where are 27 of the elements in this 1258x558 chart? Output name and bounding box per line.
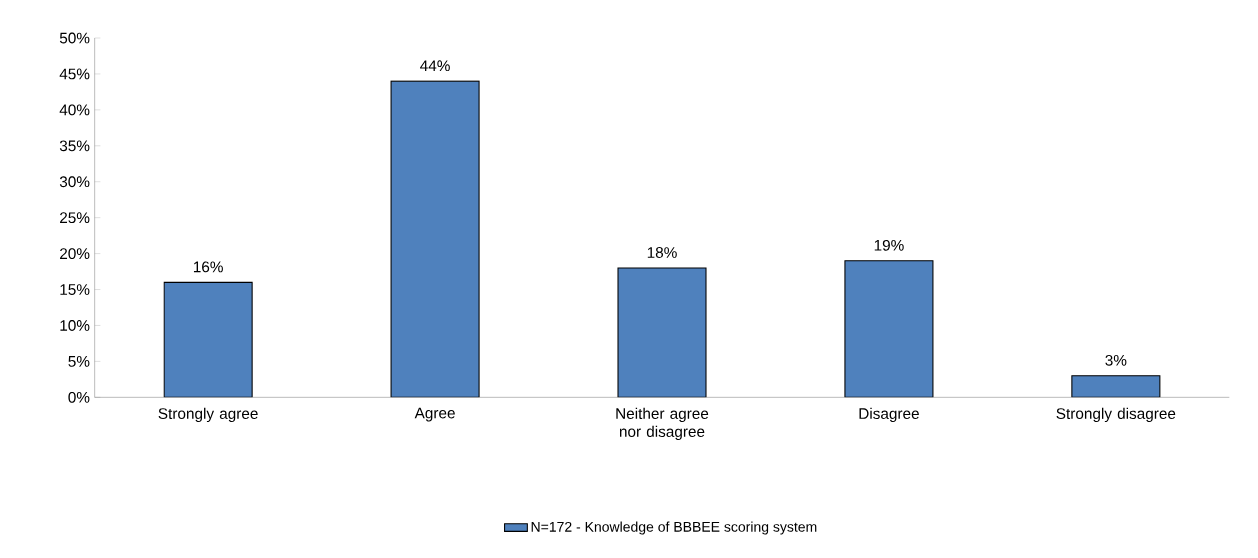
y-tick-label: 20%	[60, 248, 90, 260]
y-tick-label: 45%	[59, 68, 90, 80]
data-label: 3%	[1105, 354, 1127, 366]
y-tick-label: 35%	[59, 140, 90, 152]
x-tick-label: Agree	[414, 407, 455, 422]
y-tick-label: 0%	[68, 391, 90, 403]
x-tick-label: Strongly agree	[158, 407, 258, 423]
x-tick-label: Disagree	[859, 407, 919, 423]
y-tick-label: 30%	[59, 176, 90, 188]
x-tick-label: Strongly disagree	[1056, 407, 1176, 423]
y-tick-label: 25%	[60, 212, 90, 224]
x-tick-label: Neither agree nor disagree	[616, 407, 709, 441]
data-label: 19%	[874, 239, 904, 251]
y-tick-label: 10%	[60, 320, 90, 331]
data-label: 16%	[193, 261, 223, 273]
y-tick-label: 15%	[60, 284, 90, 295]
bar	[1071, 375, 1161, 398]
y-tick-label: 50%	[59, 32, 90, 44]
bar	[163, 281, 253, 398]
y-tick-label: 40%	[59, 104, 90, 116]
bar	[617, 267, 707, 398]
data-label: 44%	[420, 60, 450, 72]
data-label: 18%	[647, 247, 677, 258]
y-tick-label: 5%	[68, 356, 90, 367]
legend-label: N=172 - Knowledge of BBBEE scoring system	[531, 521, 817, 535]
bar	[844, 260, 934, 398]
bar	[390, 80, 480, 398]
